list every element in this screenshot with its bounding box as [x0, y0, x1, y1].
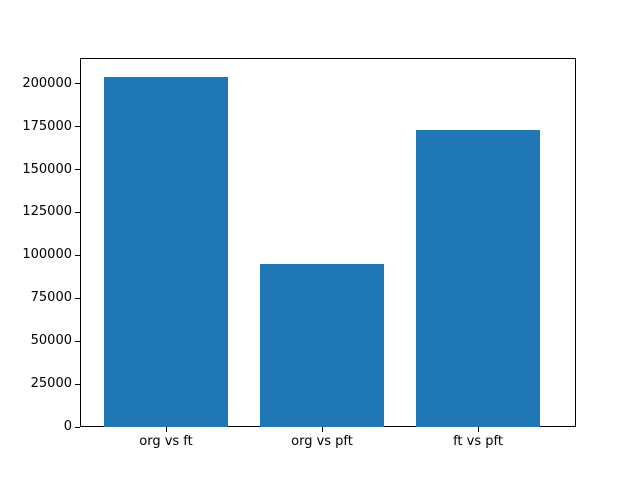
- bar-ft-vs-pft: [416, 130, 540, 427]
- y-tick-label: 0: [63, 419, 72, 434]
- y-tick-label: 200000: [22, 75, 72, 91]
- y-tick-mark: [75, 169, 80, 171]
- y-tick-label: 50000: [30, 333, 72, 349]
- y-tick-label: 100000: [22, 247, 72, 263]
- y-tick-label: 25000: [30, 376, 72, 392]
- y-tick-mark: [75, 340, 80, 342]
- y-tick-mark: [75, 83, 80, 85]
- x-tick-mark: [477, 427, 479, 432]
- y-tick-mark: [75, 297, 80, 299]
- y-tick-label: 75000: [30, 290, 72, 306]
- y-tick-mark: [75, 383, 80, 385]
- x-tick-label: org vs ft: [139, 434, 193, 449]
- x-tick-label: org vs pft: [291, 434, 353, 449]
- y-tick-mark: [75, 426, 80, 428]
- bar-org-vs-pft: [260, 263, 384, 427]
- bar-org-vs-ft: [104, 76, 228, 427]
- x-tick-label: ft vs pft: [453, 434, 503, 449]
- y-tick-mark: [75, 254, 80, 256]
- x-tick-mark: [165, 427, 167, 432]
- y-tick-label: 125000: [22, 204, 72, 220]
- y-tick-mark: [75, 211, 80, 213]
- y-tick-label: 175000: [22, 118, 72, 134]
- y-tick-mark: [75, 126, 80, 128]
- x-tick-mark: [321, 427, 323, 432]
- y-tick-label: 150000: [22, 161, 72, 177]
